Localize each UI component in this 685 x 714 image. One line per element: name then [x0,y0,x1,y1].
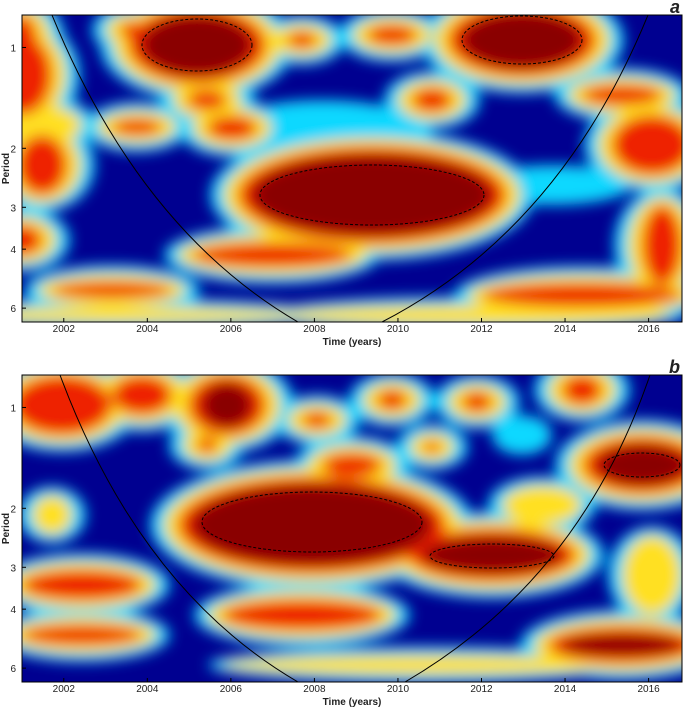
power-blob [462,392,492,412]
power-blob [582,85,662,105]
y-tick-label: 3 [10,563,16,574]
x-tick-label: 2002 [53,684,76,695]
significance-contour [201,491,423,553]
x-axis-label: Time (years) [323,697,382,708]
significance-contour [259,164,485,226]
power-blob [120,22,144,38]
x-tick-label: 2016 [637,684,660,695]
panel-a: 2002 2004 2006 2008 2010 2012 2014 2016 1 2 3 4 6 Tim… [1,0,683,348]
panel-label: a [670,0,680,17]
x-tick-label: 2014 [554,324,577,335]
power-blob [22,15,37,65]
significance-contour [603,452,681,478]
power-blob [222,655,622,675]
power-blob [642,205,682,285]
power-blob [192,485,432,565]
power-blob [22,307,322,322]
significance-contour [461,15,583,65]
x-tick-label: 2004 [136,684,159,695]
y-tick-label: 6 [10,664,16,675]
y-tick-label: 6 [10,304,16,315]
power-blob [422,537,562,573]
x-tick-label: 2006 [220,324,243,335]
y-axis-label: Period [1,153,12,184]
x-tick-label: 2016 [637,324,660,335]
power-blob [612,115,682,175]
power-blob [462,15,582,68]
power-blob [142,15,252,75]
x-tick-label: 2008 [303,684,326,695]
power-blob [482,283,682,307]
power-blob [252,155,492,235]
plot-frame [21,14,683,323]
power-blob [32,495,72,535]
power-field [22,15,682,322]
y-tick-label: 2 [10,504,16,515]
x-axis-label: Time (years) [323,337,382,348]
power-blob [192,243,352,267]
power-blob [207,116,257,140]
y-tick-label: 4 [10,245,16,256]
y-tick-label: 3 [10,203,16,214]
power-blob [562,375,602,405]
y-tick-label: 1 [10,43,16,54]
x-tick-label: 2004 [136,324,159,335]
power-blob [562,635,682,655]
cone-of-influence [51,15,649,322]
power-blob [222,600,382,630]
significance-contour [141,18,253,72]
power-blob [412,88,452,112]
power-blob [322,453,382,477]
x-tick-label: 2010 [387,324,410,335]
power-blob [502,485,582,525]
power-blob [597,445,682,485]
power-blob [622,535,682,615]
power-blob [197,437,217,453]
x-tick-label: 2012 [470,324,493,335]
x-tick-label: 2012 [470,684,493,695]
power-blob [202,383,252,427]
x-tick-label: 2002 [53,324,76,335]
power-blob [22,375,112,435]
power-blob [22,135,67,195]
power-blob [22,570,142,600]
x-tick-label: 2010 [387,684,410,695]
power-blob [112,375,172,415]
power-blob [302,412,332,428]
x-tick-label: 2008 [303,324,326,335]
y-tick-label: 2 [10,144,16,155]
power-blob [367,25,417,45]
x-tick-label: 2014 [554,684,577,695]
power-blob [22,625,142,645]
power-blob [187,90,227,110]
power-blob [287,32,317,48]
y-axis-label: Period [1,513,12,544]
power-blob [492,415,552,455]
y-tick-label: 4 [10,605,16,616]
panel-b: 2002 2004 2006 2008 2010 2012 2014 2016 1 2 3 4 6 Tim… [1,357,683,708]
significance-contour [429,543,555,569]
power-blob [112,119,162,135]
panel-label: b [669,357,680,377]
power-blob [52,282,172,298]
power-blob [424,441,440,453]
plot-frame [21,374,683,683]
power-field [22,375,682,682]
power-blob [377,390,407,410]
y-tick-label: 1 [10,403,16,414]
power-blob [22,225,42,255]
x-tick-label: 2006 [220,684,243,695]
